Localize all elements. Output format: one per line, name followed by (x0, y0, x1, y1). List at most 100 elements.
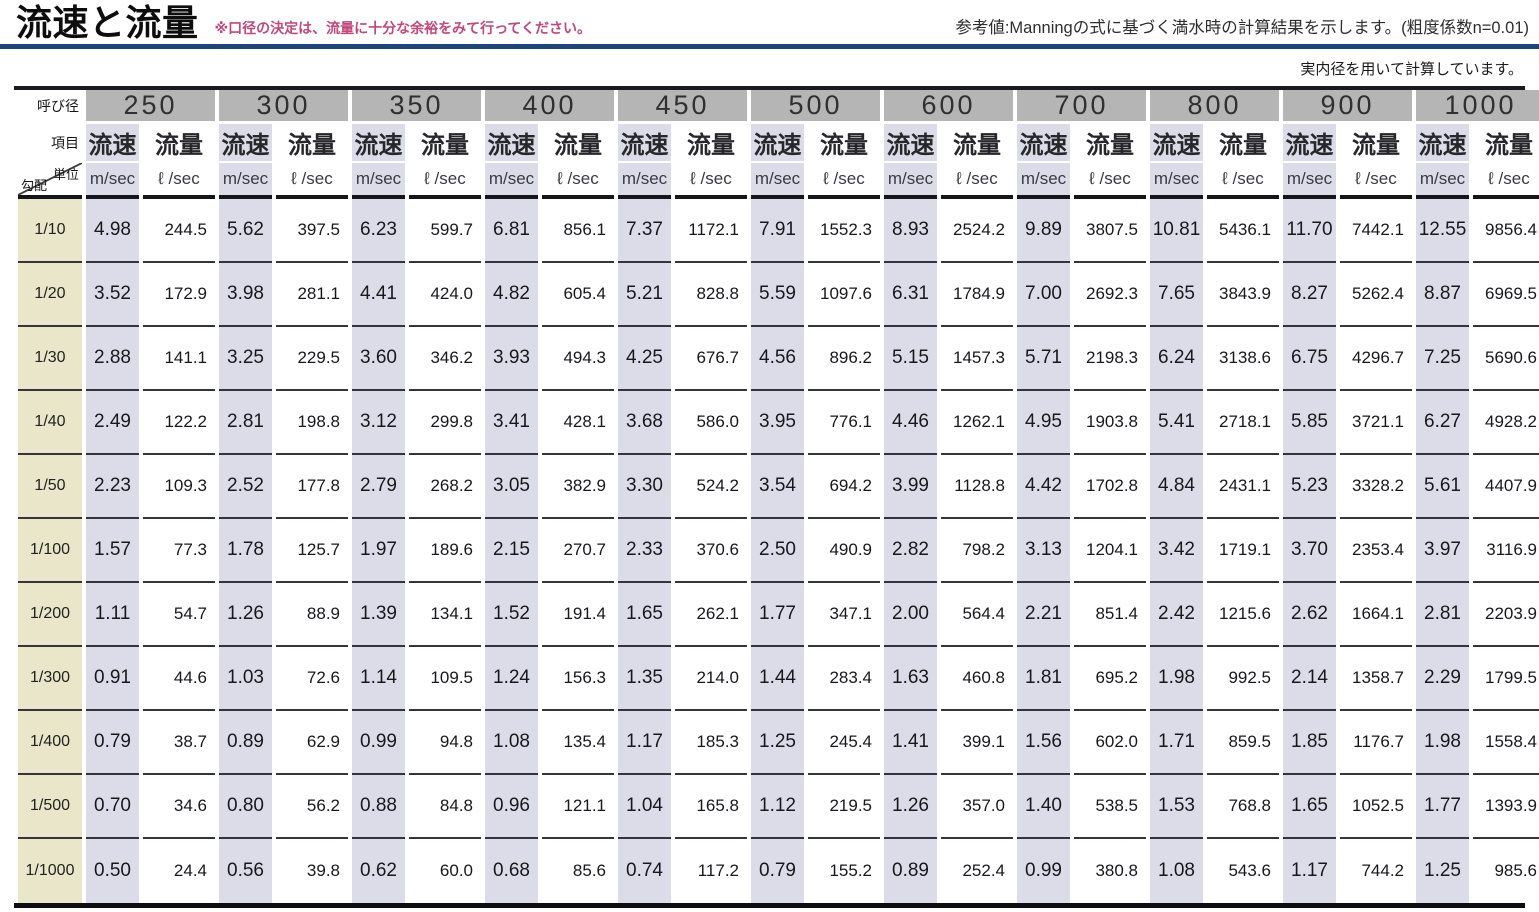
flow-cell: 85.6 (542, 839, 614, 903)
flow-cell: 695.2 (1074, 647, 1146, 711)
flow-cell: 244.5 (143, 199, 215, 263)
velocity-cell: 1.63 (884, 647, 937, 711)
unit-header-velocity: m/sec (86, 163, 139, 199)
flow-cell: 694.2 (808, 455, 880, 519)
unit-header-flow: ℓ /sec (675, 163, 747, 199)
velocity-cell: 7.25 (1416, 327, 1469, 391)
flow-cell: 602.0 (1074, 711, 1146, 775)
flow-cell: 219.5 (808, 775, 880, 839)
table-row: 1/400 0.79 38.7 0.89 62.9 0.99 94.8 1.08 135.4 1.… (18, 711, 1539, 775)
corner-item-label: 項目 (18, 124, 82, 163)
unit-header-flow: ℓ /sec (276, 163, 348, 199)
flow-cell: 5690.6 (1473, 327, 1539, 391)
velocity-cell: 2.81 (219, 391, 272, 455)
table-row: 1/100 1.57 77.3 1.78 125.7 1.97 189.6 2.15 270.7… (18, 519, 1539, 583)
velocity-cell: 2.79 (352, 455, 405, 519)
flow-cell: 2203.9 (1473, 583, 1539, 647)
flow-cell: 34.6 (143, 775, 215, 839)
velocity-cell: 2.14 (1283, 647, 1336, 711)
velocity-cell: 1.77 (751, 583, 804, 647)
diameter-header: 800 (1150, 90, 1279, 124)
velocity-cell: 4.56 (751, 327, 804, 391)
manning-reference-note: 参考値:Manningの式に基づく満水時の計算結果を示します。(粗度係数n=0.… (955, 19, 1529, 37)
velocity-cell: 1.04 (618, 775, 671, 839)
velocity-cell: 0.96 (485, 775, 538, 839)
flow-cell: 44.6 (143, 647, 215, 711)
diameter-header: 900 (1283, 90, 1412, 124)
velocity-cell: 3.12 (352, 391, 405, 455)
velocity-cell: 1.08 (1150, 839, 1203, 903)
flow-cell: 490.9 (808, 519, 880, 583)
unit-header-velocity: m/sec (352, 163, 405, 199)
unit-header-velocity: m/sec (618, 163, 671, 199)
flow-table-wrapper: 呼び径 250 300 350 400 450 500 600 700 800 900 1000 項目 流… (14, 86, 1539, 908)
flow-cell: 346.2 (409, 327, 481, 391)
flow-cell: 524.2 (675, 455, 747, 519)
unit-header-flow: ℓ /sec (1340, 163, 1412, 199)
table-row: 1/30 2.88 141.1 3.25 229.5 3.60 346.2 3.93 494.3… (18, 327, 1539, 391)
corner-slope-label: 勾配 (21, 178, 48, 193)
flow-cell: 2692.3 (1074, 263, 1146, 327)
slope-row-header: 1/100 (18, 519, 82, 583)
unit-header-velocity: m/sec (751, 163, 804, 199)
flow-cell: 122.2 (143, 391, 215, 455)
flow-cell: 1358.7 (1340, 647, 1412, 711)
slope-row-header: 1/10 (18, 199, 82, 263)
unit-header-flow: ℓ /sec (808, 163, 880, 199)
velocity-cell: 3.98 (219, 263, 272, 327)
velocity-cell: 0.50 (86, 839, 139, 903)
flow-cell: 798.2 (941, 519, 1013, 583)
flow-cell: 586.0 (675, 391, 747, 455)
velocity-cell: 5.41 (1150, 391, 1203, 455)
velocity-cell: 6.27 (1416, 391, 1469, 455)
flow-cell: 896.2 (808, 327, 880, 391)
velocity-cell: 1.25 (751, 711, 804, 775)
flow-cell: 828.8 (675, 263, 747, 327)
flow-cell: 3721.1 (1340, 391, 1412, 455)
flow-cell: 859.5 (1207, 711, 1279, 775)
flow-cell: 135.4 (542, 711, 614, 775)
flow-cell: 424.0 (409, 263, 481, 327)
item-header-flow: 流量 (941, 124, 1013, 163)
velocity-cell: 1.12 (751, 775, 804, 839)
flow-cell: 245.4 (808, 711, 880, 775)
diameter-header: 400 (485, 90, 614, 124)
flow-cell: 5436.1 (1207, 199, 1279, 263)
flow-cell: 538.5 (1074, 775, 1146, 839)
table-row: 1/20 3.52 172.9 3.98 281.1 4.41 424.0 4.82 605.4… (18, 263, 1539, 327)
velocity-cell: 0.56 (219, 839, 272, 903)
flow-cell: 72.6 (276, 647, 348, 711)
item-header-velocity: 流速 (1017, 124, 1070, 163)
unit-header-flow: ℓ /sec (542, 163, 614, 199)
flow-cell: 2718.1 (1207, 391, 1279, 455)
velocity-cell: 1.17 (1283, 839, 1336, 903)
velocity-cell: 6.31 (884, 263, 937, 327)
flow-cell: 1799.5 (1473, 647, 1539, 711)
flow-cell: 262.1 (675, 583, 747, 647)
item-header-flow: 流量 (675, 124, 747, 163)
flow-cell: 543.6 (1207, 839, 1279, 903)
velocity-cell: 1.11 (86, 583, 139, 647)
flow-cell: 382.9 (542, 455, 614, 519)
flow-cell: 1664.1 (1340, 583, 1412, 647)
velocity-cell: 3.95 (751, 391, 804, 455)
velocity-cell: 2.21 (1017, 583, 1070, 647)
flow-cell: 7442.1 (1340, 199, 1412, 263)
velocity-cell: 8.93 (884, 199, 937, 263)
flow-cell: 3843.9 (1207, 263, 1279, 327)
velocity-cell: 8.27 (1283, 263, 1336, 327)
flow-cell: 347.1 (808, 583, 880, 647)
velocity-cell: 1.17 (618, 711, 671, 775)
flow-cell: 4928.2 (1473, 391, 1539, 455)
flow-cell: 1097.6 (808, 263, 880, 327)
item-header-flow: 流量 (808, 124, 880, 163)
flow-cell: 165.8 (675, 775, 747, 839)
diameter-header-row: 呼び径 250 300 350 400 450 500 600 700 800 900 1000 (18, 90, 1539, 124)
flow-cell: 24.4 (143, 839, 215, 903)
velocity-cell: 11.70 (1283, 199, 1336, 263)
velocity-cell: 4.46 (884, 391, 937, 455)
unit-header-velocity: m/sec (219, 163, 272, 199)
flow-cell: 9856.4 (1473, 199, 1539, 263)
flow-cell: 2353.4 (1340, 519, 1412, 583)
page-header: 流速と流量 ※口径の決定は、流量に十分な余裕をみて行ってください。 参考値:Ma… (0, 0, 1539, 44)
